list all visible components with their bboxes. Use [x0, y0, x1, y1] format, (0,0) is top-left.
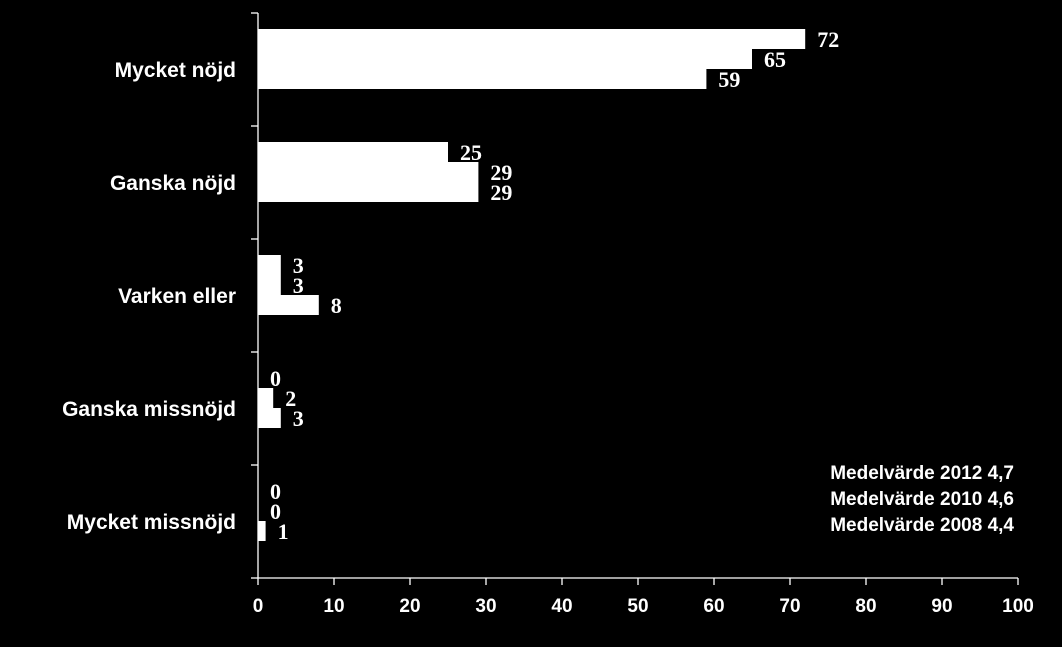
- value-label: 29: [490, 180, 512, 205]
- category-label: Ganska missnöjd: [62, 398, 236, 421]
- value-label: 0: [270, 366, 281, 391]
- bar: [258, 69, 707, 89]
- value-label: 0: [270, 479, 281, 504]
- x-tick-label: 20: [399, 596, 420, 617]
- x-tick-label: 50: [627, 596, 648, 617]
- bar: [258, 162, 479, 182]
- bar: [258, 182, 479, 202]
- x-tick-label: 0: [253, 596, 264, 617]
- value-label: 29: [490, 160, 512, 185]
- x-tick-labels-group: 0 10 20 30 40 50 60 70 80 90 100: [253, 596, 1034, 617]
- category-label: Varken eller: [118, 285, 236, 308]
- value-label: 8: [331, 293, 342, 318]
- value-label: 65: [764, 47, 786, 72]
- x-tick-label: 80: [855, 596, 876, 617]
- value-label: 0: [270, 499, 281, 524]
- category-label: Mycket nöjd: [115, 59, 236, 82]
- bar: [258, 275, 281, 295]
- x-tick-label: 100: [1002, 596, 1034, 617]
- category-labels-group: Mycket nöjd Ganska nöjd Varken eller Ganska…: [62, 59, 236, 534]
- x-tick-label: 30: [475, 596, 496, 617]
- bar: [258, 388, 274, 408]
- value-label: 3: [293, 253, 304, 278]
- mean-value-note: Medelvärde 2012 4,7: [830, 463, 1014, 484]
- mean-value-note: Medelvärde 2010 4,6: [830, 489, 1014, 510]
- bar: [258, 255, 281, 275]
- axes-group: [251, 12, 1019, 585]
- mean-value-note: Medelvärde 2008 4,4: [830, 515, 1014, 536]
- bar: [258, 29, 806, 49]
- value-label: 3: [293, 273, 304, 298]
- bar: [258, 142, 448, 162]
- x-tick-label: 90: [931, 596, 952, 617]
- x-tick-label: 70: [779, 596, 800, 617]
- category-label: Mycket missnöjd: [67, 511, 236, 534]
- value-label: 59: [718, 67, 740, 92]
- value-label: 3: [293, 406, 304, 431]
- bar: [258, 521, 266, 541]
- value-label: 2: [285, 386, 296, 411]
- bar: [258, 295, 319, 315]
- x-tick-label: 60: [703, 596, 724, 617]
- bars-group: [258, 29, 806, 541]
- x-tick-label: 40: [551, 596, 572, 617]
- value-label: 25: [460, 140, 482, 165]
- value-label: 1: [278, 519, 289, 544]
- bar: [258, 49, 752, 69]
- x-tick-label: 10: [323, 596, 344, 617]
- category-label: Ganska nöjd: [110, 172, 236, 195]
- annotation-group: Medelvärde 2012 4,7 Medelvärde 2010 4,6 Me…: [830, 463, 1014, 536]
- bar: [258, 408, 281, 428]
- value-label: 72: [817, 27, 839, 52]
